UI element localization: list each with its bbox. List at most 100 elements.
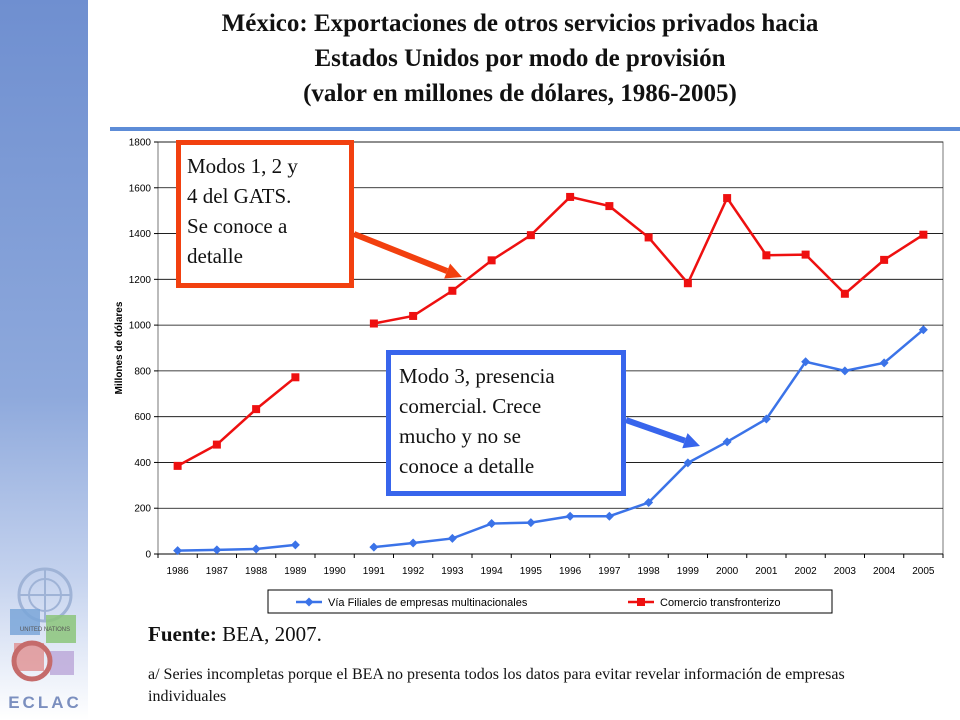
data-point: [801, 250, 810, 259]
data-point: [173, 461, 182, 470]
callout-blue-line-4: conoce a detalle: [399, 454, 535, 478]
x-tick-label: 1989: [284, 566, 307, 577]
data-point: [761, 414, 771, 424]
source-label: Fuente:: [148, 622, 217, 646]
x-tick-label: 1999: [677, 566, 700, 577]
x-tick-label: 2002: [795, 566, 818, 577]
x-tick-label: 1988: [245, 566, 268, 577]
callout-red-line-1: Modos 1, 2 y: [187, 154, 298, 178]
data-point: [251, 544, 261, 554]
x-tick-label: 1998: [638, 566, 661, 577]
data-point: [526, 518, 536, 528]
arrow-blue-head: [682, 433, 700, 449]
data-point: [801, 357, 811, 367]
data-point: [173, 546, 183, 556]
x-tick-label: 2004: [873, 566, 896, 577]
title-divider: [110, 127, 960, 131]
legend-item: Comercio transfronterizo: [628, 597, 780, 609]
data-point: [840, 366, 850, 376]
data-point: [919, 230, 928, 239]
title-line-1: México: Exportaciones de otros servicios…: [221, 10, 819, 37]
callout-red-line-2: 4 del GATS.: [187, 184, 292, 208]
data-point: [722, 437, 732, 447]
data-point: [487, 256, 496, 265]
callout-blue-line-1: Modo 3, presencia: [399, 364, 555, 388]
data-point: [723, 194, 732, 203]
eclac-logo-icon: UNITED NATIONS ECLAC: [8, 567, 82, 712]
data-point: [447, 533, 457, 543]
arrow-blue: [625, 417, 686, 444]
y-tick-label: 800: [134, 366, 151, 377]
legend-marker: [637, 598, 645, 606]
data-point: [290, 540, 300, 550]
y-tick-label: 1000: [129, 321, 152, 332]
series-line: [177, 543, 296, 552]
x-tick-label: 1987: [206, 566, 229, 577]
title-line-2: Estados Unidos por modo de provisión: [314, 45, 726, 72]
data-point: [369, 542, 379, 552]
legend-marker: [304, 597, 314, 607]
data-point: [918, 325, 928, 335]
data-point: [840, 289, 849, 298]
data-point: [604, 511, 614, 521]
data-point: [526, 231, 535, 240]
page-title: México: Exportaciones de otros servicios…: [100, 6, 940, 111]
y-tick-label: 200: [134, 504, 151, 515]
data-point: [565, 511, 575, 521]
callout-red-line-4: detalle: [187, 244, 243, 268]
data-point: [644, 233, 653, 242]
data-point: [683, 458, 693, 468]
y-tick-label: 1600: [129, 183, 152, 194]
y-tick-label: 400: [134, 458, 151, 469]
x-tick-label: 1994: [481, 566, 504, 577]
series-line: [177, 376, 297, 467]
y-tick-label: 1800: [129, 138, 152, 149]
data-point: [762, 251, 771, 260]
x-tick-label: 2005: [912, 566, 935, 577]
data-point: [644, 498, 654, 507]
data-point: [409, 311, 418, 320]
logo-small-text: UNITED NATIONS: [20, 627, 70, 633]
legend-label: Comercio transfronterizo: [660, 597, 780, 609]
source-note: Fuente: BEA, 2007.: [148, 622, 322, 647]
data-point: [291, 373, 300, 382]
y-tick-label: 600: [134, 412, 151, 423]
x-tick-label: 2001: [755, 566, 778, 577]
data-point: [212, 440, 221, 449]
arrow-red-head: [444, 263, 462, 279]
callout-modo-3: Modo 3, presencia comercial. Crece mucho…: [386, 350, 626, 496]
data-point: [212, 545, 222, 555]
x-tick-label: 1986: [167, 566, 190, 577]
x-tick-label: 2000: [716, 566, 739, 577]
data-point: [566, 192, 575, 201]
y-axis-label: Millones de dólares: [114, 301, 125, 394]
callout-blue-line-3: mucho y no se: [399, 424, 521, 448]
series-filiales: [173, 325, 928, 556]
y-tick-label: 0: [145, 550, 151, 561]
legend-item: Vía Filiales de empresas multinacionales: [296, 597, 528, 609]
y-tick-label: 1200: [129, 275, 152, 286]
x-tick-label: 1990: [324, 566, 347, 577]
arrow-red: [352, 231, 449, 274]
x-tick-label: 1995: [520, 566, 543, 577]
data-point: [252, 405, 261, 414]
data-point: [448, 286, 457, 295]
x-tick-label: 1991: [363, 566, 386, 577]
data-point: [408, 538, 418, 548]
title-line-3: (valor en millones de dólares, 1986-2005…: [303, 80, 737, 107]
footnote: a/ Series incompletas porque el BEA no p…: [148, 666, 845, 705]
legend-box: [267, 589, 833, 614]
data-point: [683, 279, 692, 288]
x-tick-label: 1997: [598, 566, 621, 577]
data-point: [880, 255, 889, 264]
legend-label: Vía Filiales de empresas multinacionales: [328, 597, 528, 609]
data-point: [879, 358, 889, 368]
logo-text: ECLAC: [8, 693, 82, 712]
x-tick-label: 1996: [559, 566, 582, 577]
callout-blue-line-2: comercial. Crece: [399, 394, 542, 418]
data-point: [487, 519, 497, 529]
x-tick-label: 1992: [402, 566, 425, 577]
source-text: BEA, 2007.: [222, 622, 322, 646]
x-tick-label: 1993: [441, 566, 464, 577]
data-point: [605, 202, 614, 211]
